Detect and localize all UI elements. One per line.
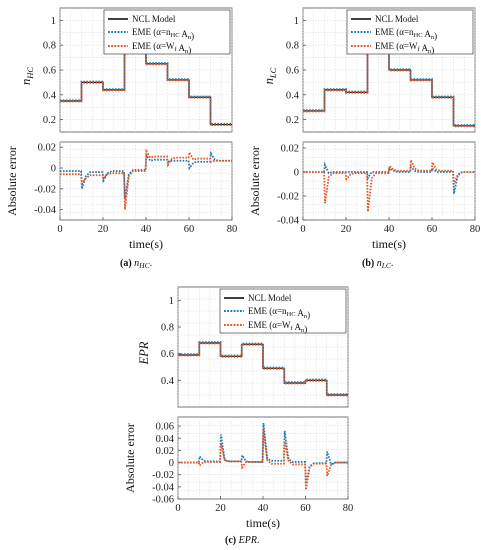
error-axes-ytick-label: 0 <box>51 164 56 175</box>
xlabel: time(s) <box>129 237 163 251</box>
main-axes-ytick-label: 1 <box>51 16 56 27</box>
subfigure-caption: (a) nHC. <box>120 258 152 270</box>
error-ylabel: Absolute error <box>5 146 19 216</box>
error-axes-ytick-label: -0.04 <box>277 216 300 227</box>
xtick-label: 80 <box>227 224 238 235</box>
xtick-label: 20 <box>341 224 352 235</box>
error-axes-ytick-label: -0.06 <box>152 495 174 506</box>
error-axes-ytick-label: 0 <box>294 168 299 179</box>
eme-wf-line <box>178 342 348 397</box>
main-ylabel: nHC <box>19 67 35 85</box>
main-axes-ytick-label: 0.6 <box>43 66 56 77</box>
error-axes-ytick-label: 0.06 <box>156 422 174 433</box>
main-ylabel: nLC <box>262 67 278 84</box>
main-axes-ytick-label: 0.2 <box>286 115 299 126</box>
legend: NCL Model EME (α=nHC An)EME (α=Wf An) <box>219 288 347 334</box>
error-ylabel: Absolute error <box>248 146 262 216</box>
xtick-label: 60 <box>300 503 311 514</box>
error-ylabel: Absolute error <box>123 423 137 493</box>
subplot-2: 0.2 0.4 0.6 0.8 1 nLC NCL Model EME (α=nHC An)E… <box>248 7 481 270</box>
error-axes-ytick-label: -0.02 <box>34 184 56 195</box>
error-axes-ytick-label: -0.02 <box>277 192 299 203</box>
main-axes-ytick-label: 0.4 <box>286 90 300 101</box>
main-axes-ytick-label: 0.6 <box>161 349 174 360</box>
legend-eme-wf-label: EME (α=Wf An) <box>132 41 191 55</box>
subplot-1: 0.2 0.4 0.6 0.8 1 nHC NCL Model EME (α=nHC An)E… <box>5 7 238 270</box>
error-axes-ytick-label: 0.02 <box>156 446 174 457</box>
legend: NCL Model EME (α=nHC An)EME (α=Wf An) <box>346 9 474 55</box>
main-axes-ytick-label: 0.8 <box>286 41 299 52</box>
error-axes-ytick-label: -0.04 <box>152 482 175 493</box>
subplot-3: 0.4 0.6 0.8 1 EPR NCL Model EME (α=nHC An)EME … <box>123 286 354 546</box>
error-eme-wf-line <box>303 156 475 212</box>
xtick-label: 40 <box>258 503 269 514</box>
subfigure-caption: (b) nLC. <box>362 258 393 270</box>
subfigure-caption: (c) EPR. <box>225 535 259 546</box>
error-axes-ytick-label: 0 <box>169 458 174 469</box>
main-axes-ytick-label: 1 <box>294 16 299 27</box>
error-eme-hc-line <box>303 161 475 194</box>
xlabel: time(s) <box>246 516 280 530</box>
eme-wf-line <box>60 48 232 126</box>
legend-eme-wf-label: EME (α=Wf An) <box>375 41 434 55</box>
legend: NCL Model EME (α=nHC An)EME (α=Wf An) <box>103 9 231 55</box>
error-axes-ytick-label: 0.02 <box>38 143 56 154</box>
xtick-label: 20 <box>215 503 226 514</box>
main-axes-ytick-label: 0.2 <box>43 115 56 126</box>
legend-ncl-label: NCL Model <box>375 14 419 24</box>
xtick-label: 40 <box>141 224 152 235</box>
xtick-label: 40 <box>384 224 395 235</box>
main-axes-ytick-label: 0.8 <box>161 323 174 334</box>
main-axes-ytick-label: 1 <box>169 296 174 307</box>
xtick-label: 0 <box>300 224 305 235</box>
error-axes-ytick-label: -0.02 <box>152 470 174 481</box>
legend-ncl-label: NCL Model <box>132 14 176 24</box>
xtick-label: 60 <box>184 224 195 235</box>
xlabel: time(s) <box>372 237 406 251</box>
legend-eme-hc-label: EME (α=nHC An) <box>248 306 310 320</box>
main-axes-ytick-label: 0.6 <box>286 66 299 77</box>
xtick-label: 0 <box>57 224 62 235</box>
main-axes-ytick-label: 0.8 <box>43 41 56 52</box>
legend-ncl-label: NCL Model <box>248 293 292 303</box>
main-ylabel: EPR <box>137 341 151 365</box>
main-axes-ytick-label: 0.4 <box>43 90 57 101</box>
error-axes-ytick-label: 0.04 <box>156 434 175 445</box>
error-eme-wf-line <box>60 148 232 210</box>
eme-hc-line <box>178 341 348 396</box>
xtick-label: 20 <box>98 224 109 235</box>
legend-eme-wf-label: EME (α=Wf An) <box>248 320 307 334</box>
legend-eme-hc-label: EME (α=nHC An) <box>375 27 437 41</box>
error-axes-ytick-label: -0.04 <box>34 205 57 216</box>
xtick-label: 0 <box>175 503 180 514</box>
xtick-label: 60 <box>427 224 438 235</box>
error-eme-wf-line <box>178 429 348 491</box>
legend-eme-hc-label: EME (α=nHC An) <box>132 27 194 41</box>
main-axes-ytick-label: 0.4 <box>161 376 175 387</box>
xtick-label: 80 <box>343 503 354 514</box>
error-axes-ytick-label: 0.02 <box>281 144 299 155</box>
xtick-label: 80 <box>470 224 481 235</box>
